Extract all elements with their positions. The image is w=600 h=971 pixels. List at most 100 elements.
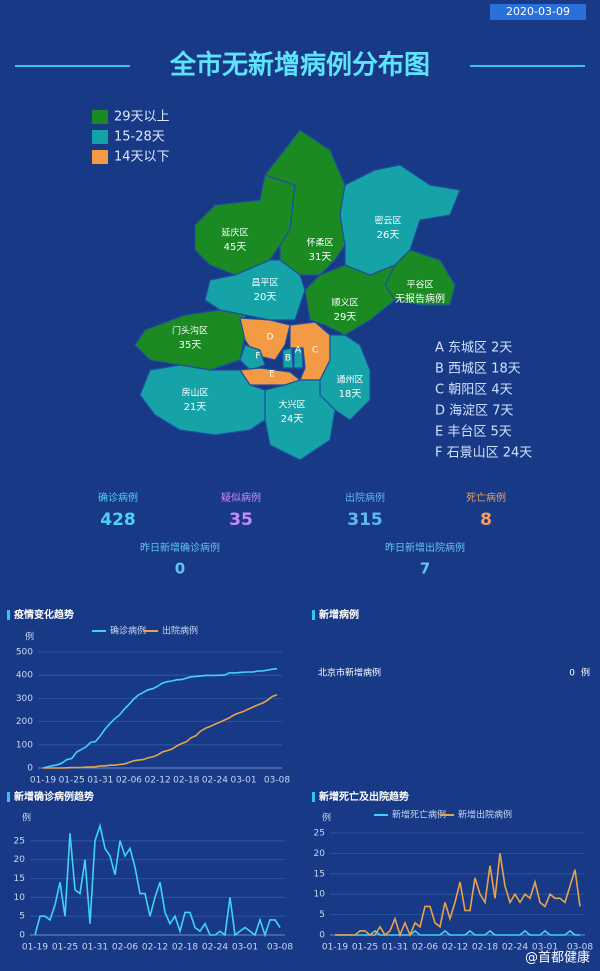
legend-label: 29天以上 [114, 110, 170, 125]
district-days: 24天 [281, 414, 304, 425]
x-tick-label: 03-08 [567, 943, 593, 953]
legend-label: 确诊病例 [110, 625, 146, 637]
y-tick-label: 100 [16, 740, 33, 750]
new-cases-unit: 例 [581, 667, 590, 679]
y-tick-label: 0 [27, 764, 33, 774]
x-tick-label: 02-06 [412, 943, 438, 953]
y-tick-label: 15 [314, 869, 325, 879]
y-tick-label: 0 [319, 931, 325, 941]
district-list-item: D 海淀区 7天 [435, 404, 514, 419]
line [42, 667, 278, 769]
yesterday-label: 昨日新增出院病例 [385, 541, 465, 554]
district-days: 45天 [224, 242, 247, 253]
district-letter: B [285, 354, 291, 364]
district-letter: A [295, 346, 302, 356]
legend-label: 出院病例 [162, 625, 198, 637]
x-tick-label: 01-25 [52, 943, 78, 953]
district-days: 18天 [339, 389, 362, 400]
x-tick-label: 02-24 [202, 943, 228, 953]
district-letter: C [312, 346, 318, 356]
district-letter: E [269, 370, 275, 380]
yesterday-label: 昨日新增确诊病例 [140, 541, 220, 554]
y-tick-label: 5 [319, 910, 325, 920]
x-tick-label: 03-01 [230, 776, 256, 786]
district [319, 334, 371, 421]
y-tick-label: 300 [16, 694, 33, 704]
title: 全市无新增病例分布图 [169, 50, 430, 81]
y-axis-label: 例 [22, 812, 31, 824]
district-list-item: A 东城区 2天 [435, 341, 512, 356]
yesterday-value: 7 [420, 560, 430, 578]
district-name: 顺义区 [331, 298, 358, 309]
x-tick-label: 02-12 [142, 943, 168, 953]
x-tick-label: 01-25 [352, 943, 378, 953]
district-letter: F [255, 352, 260, 362]
x-tick-label: 03-08 [267, 943, 293, 953]
y-tick-label: 5 [19, 912, 25, 922]
panel-title: 新增病例 [319, 608, 359, 621]
stat-label: 确诊病例 [98, 491, 138, 504]
y-tick-label: 400 [16, 671, 33, 681]
y-tick-label: 20 [314, 849, 326, 859]
panel-marker [312, 792, 315, 802]
panel-title: 新增死亡及出院趋势 [319, 790, 409, 803]
x-tick-label: 02-12 [145, 776, 171, 786]
y-tick-label: 0 [19, 931, 25, 941]
line [34, 822, 281, 938]
line [335, 853, 581, 938]
district [264, 129, 346, 276]
district-days: 31天 [309, 252, 332, 263]
district [204, 259, 306, 321]
district-days: 无报告病例 [395, 292, 445, 305]
y-tick-label: 25 [314, 829, 325, 839]
stat-value: 35 [229, 510, 253, 530]
stat-value: 8 [480, 510, 492, 530]
district-letter: D [267, 333, 274, 343]
y-axis-label: 例 [322, 812, 331, 824]
y-tick-label: 500 [16, 648, 33, 658]
legend-label: 15-28天 [114, 130, 165, 145]
stat-label: 疑似病例 [221, 491, 261, 504]
district-name: 怀柔区 [306, 237, 333, 249]
watermark: @首都健康 [525, 950, 590, 966]
panel-marker [7, 792, 10, 802]
stat-label: 死亡病例 [466, 491, 506, 504]
district-name: 门头沟区 [172, 325, 208, 337]
district-days: 20天 [254, 292, 277, 303]
stat-value: 428 [100, 510, 136, 530]
x-tick-label: 01-25 [59, 776, 85, 786]
district-days: 26天 [377, 230, 400, 241]
x-tick-label: 01-19 [30, 776, 56, 786]
district-list-item: E 丰台区 5天 [435, 425, 512, 440]
y-tick-label: 10 [314, 890, 326, 900]
legend-swatch [92, 110, 108, 124]
legend-swatch [92, 150, 108, 164]
district-days: 21天 [184, 402, 207, 413]
x-tick-label: 03-01 [532, 943, 558, 953]
panel-title: 疫情变化趋势 [14, 608, 74, 621]
x-tick-label: 01-31 [82, 943, 108, 953]
legend-swatch [92, 130, 108, 144]
district-name: 大兴区 [278, 399, 305, 411]
x-tick-label: 01-19 [322, 943, 348, 953]
x-tick-label: 02-12 [442, 943, 468, 953]
district-days: 35天 [179, 340, 202, 351]
x-tick-label: 01-19 [22, 943, 48, 953]
y-tick-label: 200 [16, 717, 33, 727]
district-name: 平谷区 [406, 280, 433, 291]
x-tick-label: 01-31 [87, 776, 113, 786]
x-tick-label: 02-06 [116, 776, 142, 786]
district-name: 密云区 [374, 215, 401, 227]
yesterday-value: 0 [175, 560, 185, 578]
legend-label: 新增死亡病例 [392, 809, 446, 821]
district-list-item: F 石景山区 24天 [435, 446, 532, 461]
x-tick-label: 02-24 [502, 943, 528, 953]
district-list-item: C 朝阳区 4天 [435, 383, 513, 398]
y-tick-label: 20 [14, 855, 26, 865]
y-axis-label: 例 [25, 631, 34, 643]
district-days: 29天 [334, 312, 357, 323]
district-name: 延庆区 [221, 227, 248, 239]
x-tick-label: 01-31 [382, 943, 408, 953]
